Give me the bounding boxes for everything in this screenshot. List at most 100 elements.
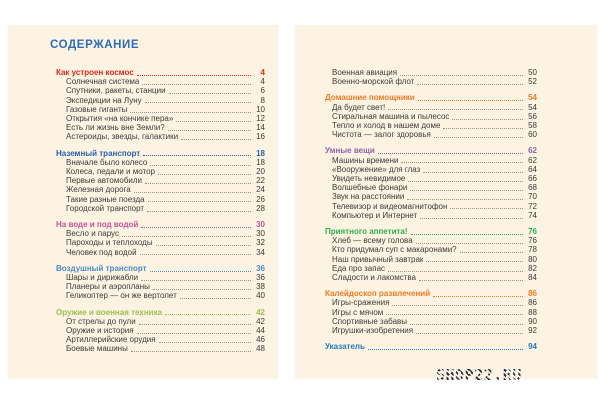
dot-leader bbox=[410, 323, 523, 325]
toc-page-number: 86 bbox=[528, 298, 537, 308]
toc-entry-label: Телевизор и видеомагнитофон bbox=[332, 201, 448, 211]
toc-entry-row: Солнечная система 4 bbox=[66, 77, 265, 86]
dot-leader bbox=[416, 332, 523, 334]
toc-page-number: 60 bbox=[528, 130, 537, 140]
toc-entry-row: Городской транспорт 28 bbox=[66, 204, 265, 213]
toc-entry-label: Волшебные фонари bbox=[332, 183, 408, 193]
toc-section-row: Калейдоскоп развлечений 86 bbox=[325, 289, 537, 298]
dot-leader bbox=[149, 270, 251, 272]
dot-leader bbox=[147, 201, 251, 203]
toc-page-number: 4 bbox=[260, 77, 265, 87]
toc-page-number: 30 bbox=[256, 229, 265, 239]
dot-leader bbox=[143, 155, 251, 157]
toc-page-number: 24 bbox=[256, 185, 265, 195]
dot-leader bbox=[133, 192, 251, 194]
dot-leader bbox=[426, 261, 523, 263]
dot-leader bbox=[388, 109, 523, 111]
dot-leader bbox=[155, 245, 251, 247]
dot-leader bbox=[410, 233, 523, 235]
toc-entry-label: Солнечная система bbox=[66, 77, 140, 87]
toc-entry-row: Военная авиация 50 bbox=[332, 68, 537, 77]
left-toc-list: Как устроен космос 4 Солнечная система 4 Спу… bbox=[50, 68, 265, 354]
toc-section-block: Наземный транспорт 18 Вначале было колесо 1… bbox=[50, 149, 265, 213]
toc-entry-label: Боевые машины bbox=[66, 344, 128, 354]
toc-page-number: 64 bbox=[528, 164, 537, 174]
toc-section-block: Военная авиация 50 Военно-морской флот 52 bbox=[325, 68, 537, 86]
toc-entry-row: Пароходы и теплоходы 32 bbox=[66, 238, 265, 247]
dot-leader bbox=[130, 111, 251, 113]
toc-page-number: 42 bbox=[256, 307, 265, 317]
toc-entry-label: Экспедиции на Луну bbox=[66, 95, 142, 105]
toc-page-number: 86 bbox=[528, 289, 537, 299]
dot-leader bbox=[144, 102, 251, 104]
dot-leader bbox=[367, 348, 523, 350]
toc-entry-label: Открытия «на кончике пера» bbox=[66, 114, 174, 124]
dot-leader bbox=[410, 189, 523, 191]
toc-section-row: Наземный транспорт 18 bbox=[56, 149, 265, 158]
dot-leader bbox=[158, 341, 251, 343]
toc-section-row: Умные вещи 62 bbox=[325, 146, 537, 155]
toc-section-block: Приятного аппетита! 76 Хлеб — всему голова… bbox=[325, 227, 537, 282]
dot-leader bbox=[450, 208, 523, 210]
toc-entry-label: Кто придумал суп с макаронами? bbox=[332, 245, 457, 255]
toc-section-title: Умные вещи bbox=[325, 146, 375, 156]
toc-entry-row: Боевые машины 48 bbox=[66, 344, 265, 353]
toc-page-number: 34 bbox=[256, 247, 265, 257]
toc-page-number: 62 bbox=[528, 146, 537, 156]
dot-leader bbox=[138, 323, 251, 325]
dot-leader bbox=[150, 164, 251, 166]
toc-page-number: 92 bbox=[528, 326, 537, 336]
toc-entry-row: «Вооружение» для глаз 64 bbox=[332, 165, 537, 174]
dot-leader bbox=[377, 153, 523, 155]
toc-section-row: Домашние помощники 54 bbox=[325, 93, 537, 102]
toc-entry-row: Спутники, ракеты, станции 6 bbox=[66, 86, 265, 95]
dot-leader bbox=[452, 118, 523, 120]
toc-page-number: 54 bbox=[528, 102, 537, 112]
toc-entry-label: Оружие и история bbox=[66, 326, 134, 336]
toc-entry-label: Чистота — залог здоровья bbox=[332, 130, 431, 140]
toc-entry-row: Железная дорога 24 bbox=[66, 185, 265, 194]
toc-entry-label: Городской транспорт bbox=[66, 203, 145, 213]
toc-section-row: На воде и под водой 30 bbox=[56, 220, 265, 229]
dot-leader bbox=[130, 351, 251, 353]
toc-entry-label: «Вооружение» для глаз bbox=[332, 164, 421, 174]
toc-page-number: 50 bbox=[528, 68, 537, 77]
toc-entry-label: Сладости и лакомства bbox=[332, 273, 416, 283]
toc-section-title: Домашние помощники bbox=[325, 93, 415, 103]
toc-page-number: 22 bbox=[256, 176, 265, 186]
toc-entry-row: Вначале было колесо 18 bbox=[66, 158, 265, 167]
toc-entry-label: Да будет свет! bbox=[332, 102, 386, 112]
toc-entry-label: Вначале было колесо bbox=[66, 157, 148, 167]
toc-page-number: 76 bbox=[528, 227, 537, 237]
toc-section-block: Калейдоскоп развлечений 86 Игры-сражения 86… bbox=[325, 289, 537, 335]
toc-entry-row: Первые автомобили 22 bbox=[66, 176, 265, 185]
toc-page-number: 20 bbox=[256, 167, 265, 177]
toc-section-title: Наземный транспорт bbox=[56, 148, 141, 158]
dot-leader bbox=[420, 217, 523, 219]
dot-leader bbox=[168, 93, 251, 95]
toc-entry-label: Спортивные забавы bbox=[332, 316, 408, 326]
toc-entry-label: Колеса, педали и мотор bbox=[66, 167, 155, 177]
dot-leader bbox=[433, 136, 523, 138]
toc-entry-row: Экспедиции на Луну 8 bbox=[66, 96, 265, 105]
toc-entry-row: Астероиды, звезды, галактики 16 bbox=[66, 132, 265, 141]
toc-page-number: 82 bbox=[528, 263, 537, 273]
toc-entry-row: Еда про запас 82 bbox=[332, 264, 537, 273]
toc-section-title: На воде и под водой bbox=[56, 220, 139, 230]
toc-page-number: 90 bbox=[528, 316, 537, 326]
dot-leader bbox=[415, 242, 523, 244]
toc-page-number: 62 bbox=[528, 155, 537, 165]
dot-leader bbox=[141, 279, 251, 281]
toc-entry-label: Человек под водой bbox=[66, 247, 137, 257]
toc-entry-label: Еда про запас bbox=[332, 263, 386, 273]
dot-leader bbox=[179, 298, 251, 300]
toc-entry-label: Спутники, ракеты, станции bbox=[66, 86, 166, 96]
toc-entry-label: Игры-сражения bbox=[332, 298, 390, 308]
toc-page-number: 40 bbox=[256, 291, 265, 301]
toc-entry-label: Есть ли жизнь вне Земли? bbox=[66, 123, 165, 133]
toc-entry-row: Игры-сражения 86 bbox=[332, 298, 537, 307]
toc-entry-row: Тепло и холод в нашем доме 58 bbox=[332, 121, 537, 130]
toc-entry-row: Наш привычный завтрак 80 bbox=[332, 255, 537, 264]
toc-section-block: Умные вещи 62 Машины времени 62 «Вооружение»… bbox=[325, 146, 537, 220]
